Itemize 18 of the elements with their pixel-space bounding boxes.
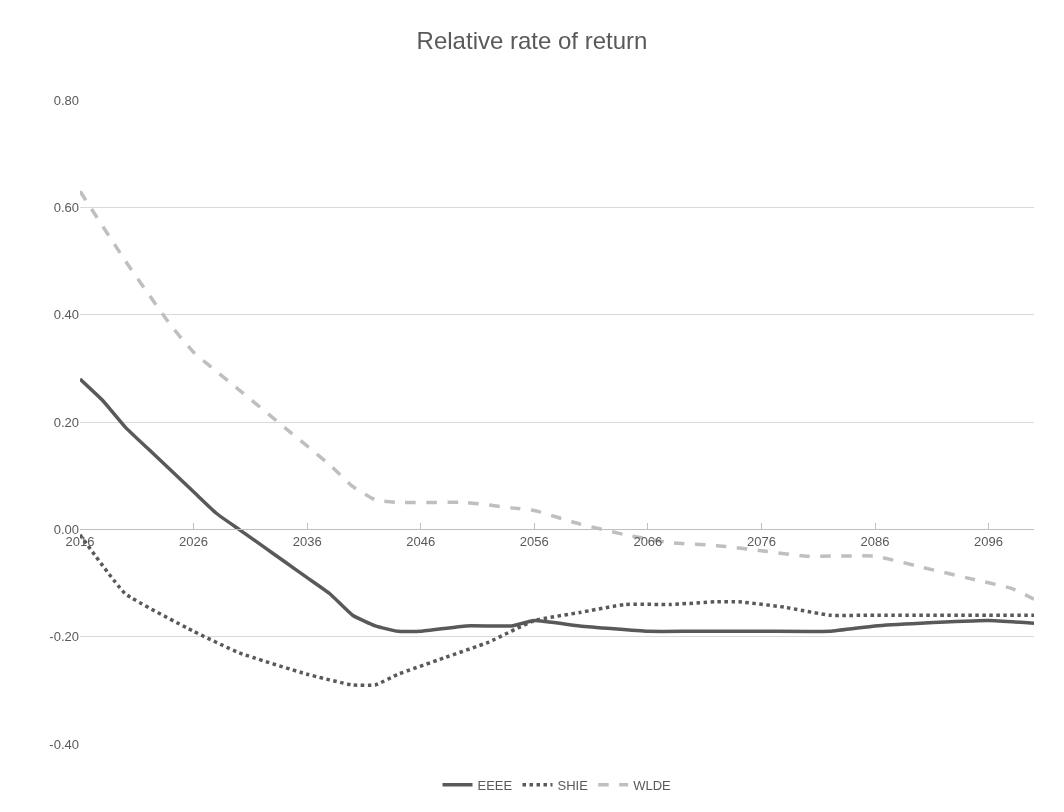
y-tick-label: 0.80 <box>53 92 79 108</box>
x-tick-label: 2026 <box>179 533 209 549</box>
x-tick-label: 2066 <box>633 533 663 549</box>
y-tick-label: 0.20 <box>53 414 79 430</box>
x-tick-label: 2046 <box>406 533 436 549</box>
x-tick-label: 2076 <box>746 533 776 549</box>
y-tick-label: 0.40 <box>53 307 79 323</box>
x-tick-label: 2096 <box>974 533 1004 549</box>
x-tick-label: 2036 <box>292 533 322 549</box>
x-tick-label: 2086 <box>860 533 890 549</box>
legend-label: WLDE <box>633 777 672 793</box>
chart-title: Relative rate of return <box>416 27 648 55</box>
legend-label: SHIE <box>557 777 589 793</box>
legend-label: EEEE <box>477 777 513 793</box>
y-tick-label: -0.40 <box>49 736 79 752</box>
y-tick-label: -0.20 <box>49 629 79 645</box>
y-tick-label: 0.60 <box>53 199 79 215</box>
x-tick-label: 2056 <box>519 533 549 549</box>
